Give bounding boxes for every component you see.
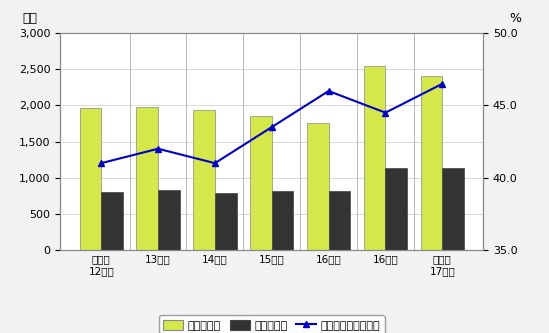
Bar — [307, 123, 329, 250]
Bar — [80, 108, 101, 250]
Bar — [193, 110, 215, 250]
Legend: 歳出決算額, 義務的経費, 決算額に占める割合: 歳出決算額, 義務的経費, 決算額に占める割合 — [159, 315, 385, 333]
Bar — [329, 191, 350, 250]
Bar — [101, 192, 123, 250]
Text: 億円: 億円 — [23, 12, 37, 25]
Text: %: % — [509, 12, 521, 25]
Bar — [250, 116, 272, 250]
Bar — [215, 193, 237, 250]
Bar — [442, 168, 464, 250]
Bar — [158, 190, 180, 250]
Bar — [364, 67, 385, 250]
Bar — [137, 107, 158, 250]
Bar — [272, 191, 293, 250]
Bar — [385, 168, 407, 250]
Bar — [421, 76, 442, 250]
